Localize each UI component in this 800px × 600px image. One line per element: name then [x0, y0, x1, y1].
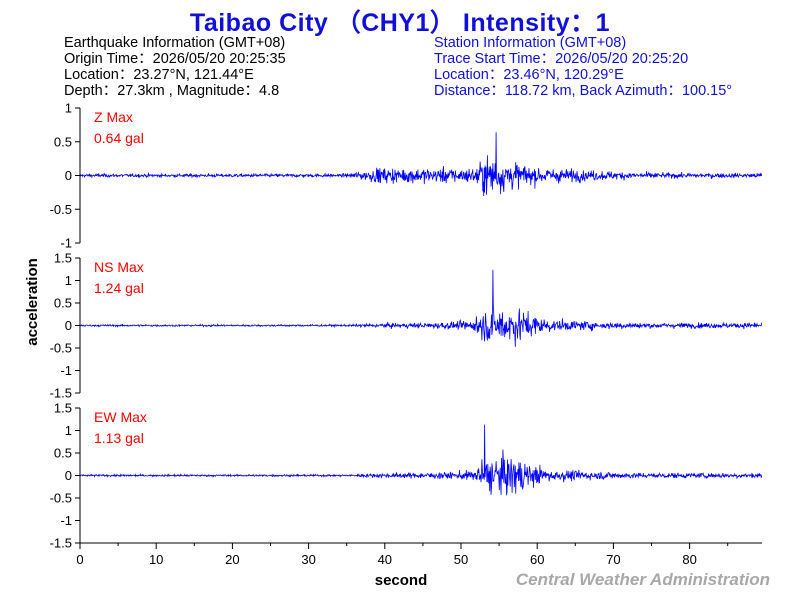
- ew-y-tick-label: 0: [65, 468, 72, 483]
- ns-y-tick-label: -1.5: [50, 386, 72, 401]
- x-tick-label: 60: [530, 552, 544, 567]
- ns-max-value: 1.24 gal: [94, 280, 144, 296]
- ns-y-tick-label: 0: [65, 318, 72, 333]
- ew-y-tick-label: 1: [65, 423, 72, 438]
- x-tick-label: 40: [378, 552, 392, 567]
- ew-max-label: EW Max: [94, 409, 147, 425]
- ns-y-tick-label: 1.5: [54, 251, 72, 266]
- ew-max-value: 1.13 gal: [94, 430, 144, 446]
- station-info: Station Information (GMT+08) Trace Start…: [434, 35, 732, 99]
- ew-y-tick-label: -0.5: [50, 491, 72, 506]
- ns-y-tick-label: 1: [65, 273, 72, 288]
- z-max-label: Z Max: [94, 109, 133, 125]
- z-y-tick-label: -0.5: [50, 202, 72, 217]
- x-tick-label: 50: [454, 552, 468, 567]
- ew-trace: [79, 424, 763, 496]
- ns-y-tick-label: -1: [60, 363, 72, 378]
- ns-trace: [79, 269, 763, 347]
- chart-title: Taibao City （CHY1） Intensity：1: [189, 9, 611, 37]
- x-tick-label: 70: [606, 552, 620, 567]
- ns-max-label: NS Max: [94, 259, 144, 275]
- ew-y-tick-label: 0.5: [54, 446, 72, 461]
- z-max-value: 0.64 gal: [94, 130, 144, 146]
- agency-credit: Central Weather Administration: [515, 570, 770, 589]
- ns-y-tick-label: -0.5: [50, 341, 72, 356]
- depth-magnitude: Depth：27.3km , Magnitude：4.8: [64, 83, 280, 99]
- x-tick-label: 20: [225, 552, 239, 567]
- x-tick-label: 10: [149, 552, 163, 567]
- z-y-tick-label: 1: [65, 101, 72, 116]
- x-tick-label: 80: [682, 552, 696, 567]
- earthquake-location: Location：23.27°N, 121.44°E: [64, 67, 254, 83]
- ew-y-tick-label: -1.5: [50, 536, 72, 551]
- ew-y-tick-label: -1: [60, 513, 72, 528]
- ns-y-tick-label: 0.5: [54, 296, 72, 311]
- x-tick-label: 0: [76, 552, 83, 567]
- origin-time: Origin Time：2026/05/20 20:25:35: [64, 51, 286, 67]
- trace-start-time: Trace Start Time：2026/05/20 20:25:20: [434, 51, 689, 67]
- x-tick-label: 30: [301, 552, 315, 567]
- z-trace: [79, 132, 763, 197]
- z-y-tick-label: 0: [65, 168, 72, 183]
- distance-azimuth: Distance：118.72 km, Back Azimuth：100.15°: [434, 83, 733, 99]
- z-y-tick-label: -1: [60, 236, 72, 251]
- x-axis-label: second: [375, 572, 428, 589]
- z-y-tick-label: 0.5: [54, 134, 72, 149]
- station-info-header: Station Information (GMT+08): [434, 35, 627, 51]
- earthquake-info-header: Earthquake Information (GMT+08): [64, 35, 286, 51]
- station-location: Location：23.46°N, 120.29°E: [434, 67, 624, 83]
- earthquake-info: Earthquake Information (GMT+08) Origin T…: [64, 35, 286, 99]
- y-axis-label: acceleration: [24, 258, 41, 346]
- ew-y-tick-label: 1.5: [54, 401, 72, 416]
